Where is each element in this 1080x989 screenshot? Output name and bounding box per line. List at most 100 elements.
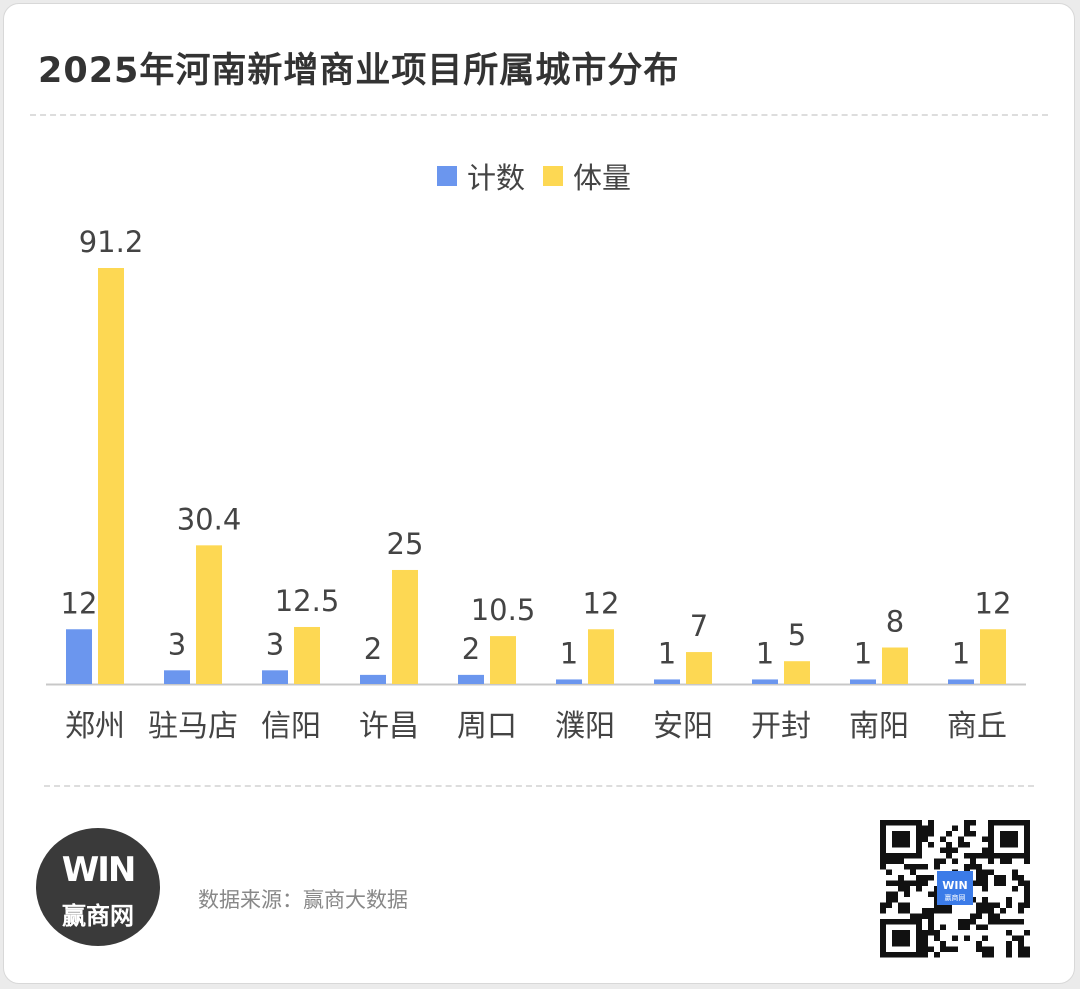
qr-module [1018,941,1024,947]
qr-module [1000,908,1006,914]
bar-count-5 [556,679,582,684]
qr-module [934,902,940,908]
qr-module [982,924,988,930]
qr-module [946,842,952,848]
qr-module [964,919,970,925]
bar-volume-8 [882,647,908,684]
qr-module [1006,919,1012,925]
qr-module [886,897,892,903]
qr-module [904,891,910,897]
data-label-count-9: 1 [952,636,970,670]
x-tick-label-1: 驻马店 [148,709,238,744]
qr-module [892,858,898,864]
qr-module [922,831,928,837]
qr-module [934,952,940,958]
data-label-count-4: 2 [462,632,480,666]
data-label-volume-2: 12.5 [275,584,340,618]
qr-module [928,908,934,914]
data-label-count-8: 1 [854,636,872,670]
qr-module [940,941,946,947]
qr-module [916,880,922,886]
qr-module [922,952,928,958]
qr-module [970,820,976,826]
qr-module [1000,880,1006,886]
qr-module [1024,858,1030,864]
qr-module [1000,858,1006,864]
qr-module [892,897,898,903]
qr-module [922,935,928,941]
qr-module [976,946,982,952]
qr-center-badge [937,871,973,905]
qr-module [982,902,988,908]
qr-module [898,886,904,892]
qr-module [934,908,940,914]
qr-module [1018,880,1024,886]
qr-module [970,919,976,925]
qr-module [1006,902,1012,908]
qr-module [898,875,904,881]
qr-module [1006,941,1012,947]
x-tick-label-3: 许昌 [359,709,419,744]
qr-module [988,858,994,864]
qr-module [982,935,988,941]
qr-module [910,913,916,919]
bar-volume-7 [784,661,810,684]
qr-module [964,825,970,831]
qr-module [1018,908,1024,914]
qr-module [928,831,934,837]
qr-module [1012,919,1018,925]
qr-module [886,880,892,886]
qr-module [916,886,922,892]
qr-module [982,908,988,914]
bar-count-8 [850,679,876,684]
qr-finder [892,831,910,848]
qr-module [982,836,988,842]
data-label-volume-0: 91.2 [79,225,144,259]
data-label-count-2: 3 [266,627,284,661]
qr-module [982,847,988,853]
qr-module [970,853,976,859]
qr-center-text: 赢商网 [945,893,966,902]
qr-module [1012,886,1018,892]
qr-module [904,886,910,892]
qr-module [958,836,964,842]
bar-volume-9 [980,629,1006,684]
qr-module [922,880,928,886]
qr-module [928,919,934,925]
data-label-count-6: 1 [658,636,676,670]
qr-module [970,858,976,864]
logo-mark: WIN [61,850,137,890]
qr-module [916,913,922,919]
qr-module [928,946,934,952]
bar-volume-0 [98,268,124,684]
qr-module [946,831,952,837]
qr-module [988,946,994,952]
qr-module [940,924,946,930]
qr-module [1018,946,1024,952]
qr-module [880,902,886,908]
qr-module [952,946,958,952]
bar-volume-5 [588,629,614,684]
x-tick-label-5: 濮阳 [555,709,615,744]
qr-module [922,941,928,947]
qr-module [988,952,994,958]
bar-count-9 [948,679,974,684]
qr-module [952,858,958,864]
qr-module [898,880,904,886]
qr-module [1006,858,1012,864]
qr-module [964,853,970,859]
qr-module [976,880,982,886]
data-label-volume-4: 10.5 [471,593,536,627]
x-tick-label-0: 郑州 [65,709,125,744]
qr-module [916,864,922,870]
data-label-count-1: 3 [168,627,186,661]
bar-count-4 [458,674,484,684]
qr-center-mark: WIN [942,879,967,892]
qr-module [976,875,982,881]
bar-chart: 1291.2郑州330.4驻马店312.5信阳225许昌210.5周口112濮阳… [46,161,1026,744]
qr-module [928,913,934,919]
qr-module [970,831,976,837]
qr-module [982,886,988,892]
qr-module [928,924,934,930]
qr-module [952,825,958,831]
